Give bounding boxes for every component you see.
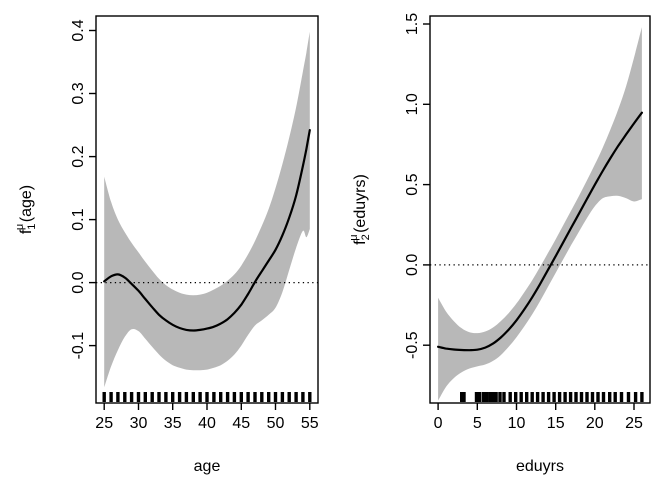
y-tick-label: 1.0 (404, 93, 421, 115)
panel-eduyrs: 0 5 10 15 20 25 -0.5 0.0 0.5 1.0 1.5 eduyrs f2μ(eduy… (348, 13, 651, 475)
smooth-fit-curve (437, 111, 643, 352)
x-axis-title: eduyrs (516, 458, 564, 475)
x-tick-label: 25 (625, 415, 643, 432)
data-rug (102, 392, 312, 402)
y-axis: -0.1 0.0 0.1 0.2 0.3 0.4 (70, 19, 96, 359)
x-tick-label: 40 (198, 415, 216, 432)
y-tick-label: 0.1 (70, 208, 87, 230)
confidence-band (438, 27, 642, 401)
y-tick-label: 0.3 (70, 82, 87, 104)
y-tick-label: 0.0 (70, 271, 87, 293)
y-tick-label: -0.1 (70, 332, 87, 360)
y-tick-label: 0.4 (70, 19, 87, 41)
plot-frame (429, 15, 651, 404)
panel-age: 25 30 35 40 45 50 55 -0.1 0.0 0.1 0.2 0.3 0.4 age f1μ(… (14, 15, 319, 475)
x-tick-label: 15 (547, 415, 565, 432)
y-tick-label: 0.2 (70, 145, 87, 167)
x-tick-label: 55 (301, 415, 319, 432)
y-axis-title: f2μ(eduyrs) (348, 174, 372, 245)
y-tick-label: 0.5 (404, 173, 421, 195)
x-axis-title: age (194, 458, 221, 475)
y-axis: -0.5 0.0 0.5 1.0 1.5 (404, 13, 430, 359)
x-axis: 0 5 10 15 20 25 (434, 403, 643, 432)
x-tick-label: 0 (434, 415, 443, 432)
x-tick-label: 45 (232, 415, 250, 432)
confidence-band (104, 31, 310, 388)
smooth-fit-curve (103, 129, 311, 332)
x-tick-label: 10 (508, 415, 526, 432)
y-tick-label: -0.5 (404, 331, 421, 359)
y-axis-title: f1μ(age) (14, 185, 38, 234)
y-tick-label: 1.5 (404, 13, 421, 35)
x-tick-label: 20 (586, 415, 604, 432)
x-axis: 25 30 35 40 45 50 55 (95, 403, 319, 432)
x-tick-label: 35 (164, 415, 182, 432)
x-tick-label: 50 (267, 415, 285, 432)
y-tick-label: 0.0 (404, 254, 421, 276)
data-rug (460, 392, 644, 402)
x-tick-label: 25 (95, 415, 113, 432)
x-tick-label: 30 (130, 415, 148, 432)
x-tick-label: 5 (473, 415, 482, 432)
